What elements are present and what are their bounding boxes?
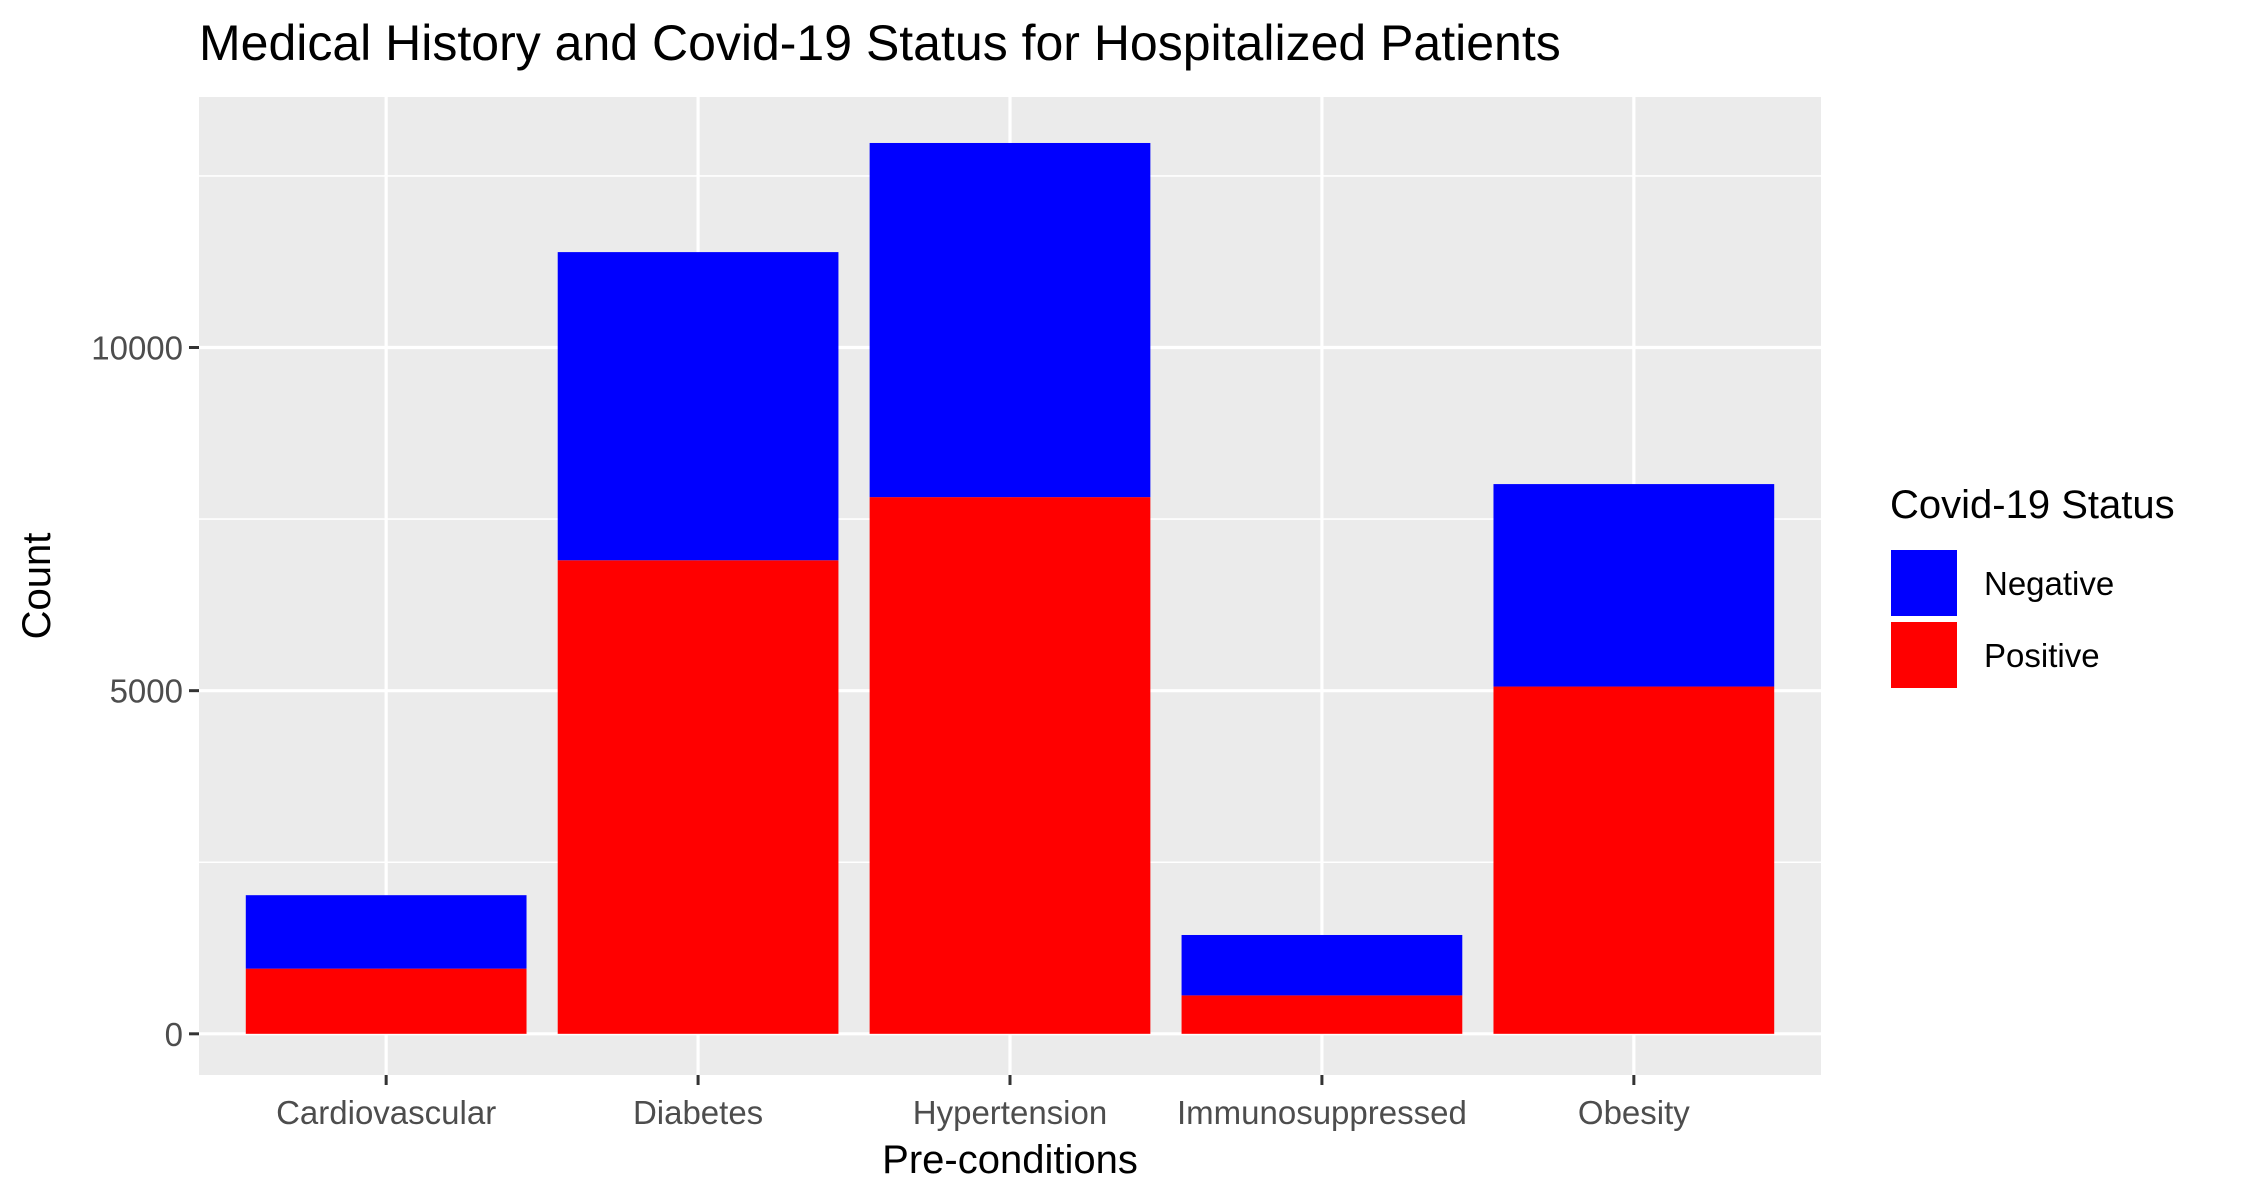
x-tick-label: Immunosuppressed — [1177, 1094, 1467, 1131]
bars — [245, 142, 1775, 1034]
legend-title: Covid-19 Status — [1890, 483, 2175, 527]
legend-label-positive: Positive — [1984, 637, 2100, 674]
legend-key-negative — [1889, 548, 1959, 618]
bar-positive-diabetes — [557, 560, 839, 1034]
bar-positive-cardiovascular — [245, 968, 527, 1034]
x-tick-label: Obesity — [1578, 1094, 1690, 1131]
bar-negative-cardiovascular — [245, 895, 527, 969]
bar-positive-hypertension — [869, 497, 1151, 1034]
bar-negative-diabetes — [557, 252, 839, 561]
x-tick-label: Cardiovascular — [276, 1094, 496, 1131]
x-axis: Cardiovascular Diabetes Hypertension Immuno… — [276, 1075, 1690, 1131]
y-tick-label: 5000 — [110, 673, 183, 710]
x-tick-label: Hypertension — [913, 1094, 1107, 1131]
x-axis-title: Pre-conditions — [882, 1138, 1138, 1182]
x-tick-label: Diabetes — [633, 1094, 763, 1131]
y-axis-title: Count — [15, 533, 59, 640]
legend-key-positive — [1889, 620, 1959, 690]
bar-negative-immunosuppressed — [1181, 934, 1463, 996]
bar-positive-immunosuppressed — [1181, 995, 1463, 1034]
bar-negative-hypertension — [869, 142, 1151, 498]
legend-label-negative: Negative — [1984, 565, 2114, 602]
y-tick-label: 10000 — [91, 330, 183, 367]
bar-positive-obesity — [1493, 686, 1775, 1034]
legend: Covid-19 Status Negative Positive — [1889, 483, 2175, 690]
bar-negative-obesity — [1493, 484, 1775, 687]
chart-title: Medical History and Covid-19 Status for … — [199, 15, 1561, 71]
y-tick-label: 0 — [165, 1016, 183, 1053]
y-axis: 0 5000 10000 — [91, 330, 199, 1053]
